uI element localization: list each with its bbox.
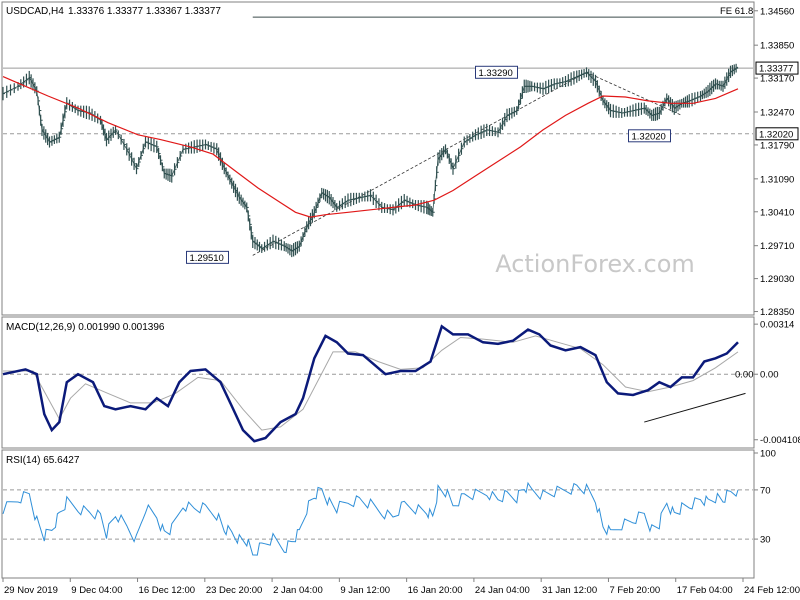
rsi-layer [2, 481, 753, 556]
price-annotation-label: 1.33290 [479, 68, 513, 79]
price-y-tick-label: 1.29030 [760, 274, 794, 285]
x-tick-label: 24 Feb 12:00 [744, 585, 800, 596]
rsi-panel: RSI(14) 65.6427 100 70 30 [1, 449, 776, 579]
macd-y-tick-label: 0.00314 [760, 320, 794, 331]
x-tick-label: 9 Jan 12:00 [340, 585, 390, 596]
price-marker-box [755, 61, 799, 75]
sma-line [2, 76, 739, 218]
price-y-tick-label: 1.30410 [760, 207, 794, 218]
fib-level-label: FE 61.8 [720, 6, 753, 17]
x-tick-label: 16 Dec 12:00 [139, 585, 196, 596]
price-marker-label: 1.32020 [759, 129, 793, 140]
price-marker-box [755, 127, 799, 141]
macd-y-axis: 0.00314 0.00 -0.004108 [754, 320, 800, 446]
price-trendline [586, 71, 682, 116]
price-annotation-box [186, 250, 229, 264]
x-tick-label: 2 Jan 04:00 [273, 585, 323, 596]
macd-y-tick-label: 0.00 [760, 370, 779, 381]
rsi-line [2, 481, 739, 556]
price-y-tick-label: 1.28350 [760, 307, 794, 318]
x-tick-label: 29 Nov 2019 [4, 585, 58, 596]
price-annotation-label: 1.29510 [190, 253, 224, 264]
price-y-tick-label: 1.34560 [760, 6, 794, 17]
rsi-y-axis: 100 70 30 [754, 449, 776, 546]
x-tick-label: 7 Feb 20:00 [609, 585, 660, 596]
rsi-y-tick-label: 70 [760, 485, 771, 496]
x-axis: 29 Nov 2019 9 Dec 04:00 16 Dec 12:00 23 Dec… [2, 578, 800, 596]
price-trendline [252, 71, 587, 256]
rsi-panel-title: RSI(14) 65.6427 [6, 455, 80, 466]
price-annotation-box [475, 65, 518, 79]
price-panel-title: USDCAD,H4 [6, 6, 64, 17]
rsi-y-tick-label: 100 [760, 449, 776, 460]
price-panel-frame [1, 1, 755, 316]
macd-zero-label: 0.00 [735, 370, 754, 381]
price-y-tick-label: 1.33850 [760, 41, 794, 52]
price-y-tick-label: 1.31790 [760, 140, 794, 151]
x-tick-label: 16 Jan 20:00 [408, 585, 463, 596]
price-layer: FE 61.8 1.33290 1.32020 1.29510 [2, 6, 753, 264]
macd-panel: 0.00 MACD(12,26,9) 0.001990 0.001396 0.0… [1, 316, 800, 449]
x-tick-label: 17 Feb 04:00 [677, 585, 733, 596]
price-y-tick-label: 1.33170 [760, 74, 794, 85]
price-y-tick-label: 1.29710 [760, 241, 794, 252]
macd-y-tick-label: -0.004108 [760, 435, 800, 446]
x-tick-label: 31 Jan 12:00 [542, 585, 597, 596]
x-tick-label: 9 Dec 04:00 [71, 585, 122, 596]
price-panel: ActionForex.com FE 61.8 1.33290 1.32020 1.2… [1, 1, 799, 318]
macd-layer: 0.00 [2, 324, 754, 443]
x-tick-label: 24 Jan 04:00 [475, 585, 530, 596]
price-line [2, 66, 739, 252]
price-y-axis: 1.34560 1.33850 1.33170 1.32470 1.31790 1.310… [754, 6, 799, 318]
price-annotation-box [628, 129, 671, 143]
price-y-tick-label: 1.32470 [760, 108, 794, 119]
rsi-panel-frame [1, 449, 755, 579]
x-tick-label: 23 Dec 20:00 [206, 585, 263, 596]
macd-panel-title: MACD(12,26,9) 0.001990 0.001396 [6, 322, 165, 333]
price-annotation-label: 1.32020 [632, 131, 666, 142]
rsi-y-tick-label: 30 [760, 535, 771, 546]
macd-line [2, 324, 739, 443]
price-header-values: 1.33376 1.33377 1.33367 1.33377 [68, 6, 221, 17]
macd-panel-frame [1, 316, 755, 449]
macd-signal-line [3, 335, 739, 431]
macd-trendline [644, 392, 746, 423]
price-marker-label: 1.33377 [759, 64, 793, 75]
price-y-tick-label: 1.31090 [760, 174, 794, 185]
watermark: ActionForex.com [495, 250, 695, 278]
